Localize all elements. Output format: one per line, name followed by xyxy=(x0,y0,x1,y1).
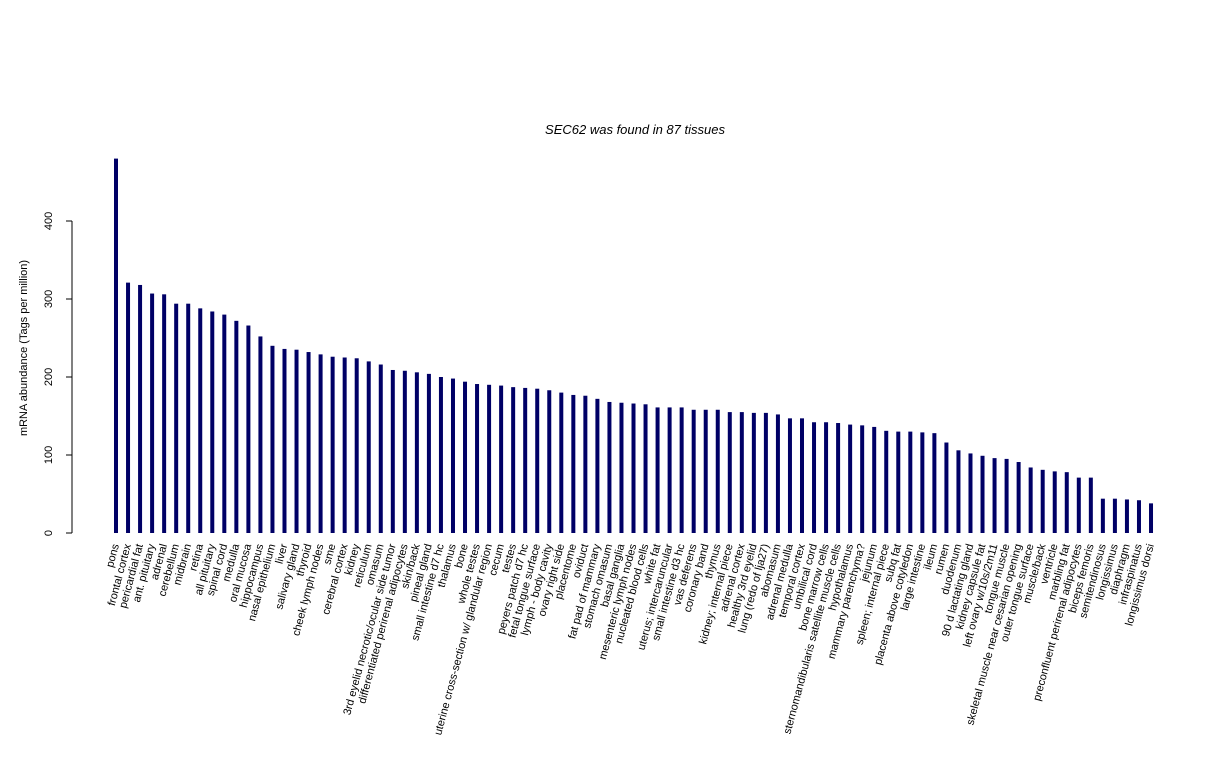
bar xyxy=(1100,498,1105,533)
bar xyxy=(968,453,973,533)
bar xyxy=(872,426,877,533)
bar xyxy=(547,390,552,533)
bar xyxy=(162,294,167,533)
bar xyxy=(114,158,118,533)
chart-title: SEC62 was found in 87 tissues xyxy=(545,122,725,137)
bar xyxy=(198,308,203,533)
y-tick-label: 100 xyxy=(43,446,55,464)
bar xyxy=(824,422,829,533)
bar xyxy=(643,404,648,533)
bar xyxy=(354,358,359,533)
y-tick-label: 0 xyxy=(43,530,55,536)
bar xyxy=(535,388,540,533)
y-axis-label: mRNA abundance (Tags per million) xyxy=(18,260,30,436)
x-tick-label: sme xyxy=(322,543,339,566)
bar xyxy=(414,372,419,533)
bar xyxy=(848,424,853,533)
bar xyxy=(222,314,227,533)
bar xyxy=(631,403,636,533)
bar xyxy=(174,303,179,533)
bar xyxy=(583,395,588,533)
y-tick-label: 300 xyxy=(43,290,55,308)
bar xyxy=(1064,472,1069,533)
bar xyxy=(270,345,275,533)
bar xyxy=(378,364,383,533)
bar xyxy=(1076,477,1081,533)
bar xyxy=(667,407,672,533)
bar xyxy=(751,412,756,533)
bar xyxy=(727,412,732,533)
bar xyxy=(523,387,528,533)
bar xyxy=(1004,458,1009,533)
bar xyxy=(138,284,143,533)
bar xyxy=(739,412,744,533)
bar xyxy=(691,409,696,533)
bar xyxy=(896,431,901,533)
bar xyxy=(884,430,889,533)
bar xyxy=(390,369,395,533)
bar xyxy=(932,433,937,533)
bar xyxy=(787,418,792,533)
x-tick-label: liver xyxy=(274,542,291,565)
bar xyxy=(1028,467,1033,533)
bar xyxy=(944,442,949,533)
bar xyxy=(679,407,684,533)
bar xyxy=(246,325,251,533)
bar xyxy=(860,425,865,533)
bar xyxy=(715,409,720,533)
bar xyxy=(1052,471,1057,533)
bar xyxy=(511,387,516,533)
bar xyxy=(1136,500,1141,533)
bar xyxy=(763,412,768,533)
bar xyxy=(366,361,371,533)
bar xyxy=(775,414,780,533)
bar xyxy=(1016,462,1021,533)
bar xyxy=(150,293,155,533)
bar xyxy=(655,407,660,533)
bar xyxy=(992,458,997,533)
bar xyxy=(306,352,311,533)
bar xyxy=(1112,498,1117,533)
bar xyxy=(475,384,480,533)
bar xyxy=(836,423,841,533)
bar xyxy=(920,432,925,533)
bar xyxy=(812,422,817,533)
y-tick-label: 400 xyxy=(43,212,55,230)
bar xyxy=(294,349,299,533)
bar xyxy=(487,384,492,533)
bar xyxy=(186,303,191,533)
bar xyxy=(330,356,335,533)
bar xyxy=(908,431,913,533)
bar xyxy=(703,409,708,533)
bar xyxy=(1149,503,1154,533)
bar xyxy=(126,282,131,533)
bar xyxy=(1124,499,1129,533)
bar xyxy=(1088,477,1093,533)
bar xyxy=(980,455,985,533)
bar xyxy=(438,377,443,533)
bar xyxy=(499,385,504,533)
bar xyxy=(595,398,600,533)
bar xyxy=(1040,469,1045,533)
bar xyxy=(282,348,287,533)
bar xyxy=(318,354,323,533)
bar xyxy=(426,373,431,533)
bar xyxy=(607,401,612,533)
bar xyxy=(799,418,804,533)
bar xyxy=(402,370,407,533)
bar xyxy=(956,450,961,533)
bar xyxy=(571,394,576,533)
bar xyxy=(210,311,215,533)
bar xyxy=(342,357,347,533)
bar xyxy=(450,378,455,533)
bar xyxy=(619,402,624,533)
bar xyxy=(234,320,239,533)
bar xyxy=(258,336,263,533)
bar xyxy=(463,381,468,533)
y-tick-label: 200 xyxy=(43,368,55,386)
bar xyxy=(559,392,564,533)
